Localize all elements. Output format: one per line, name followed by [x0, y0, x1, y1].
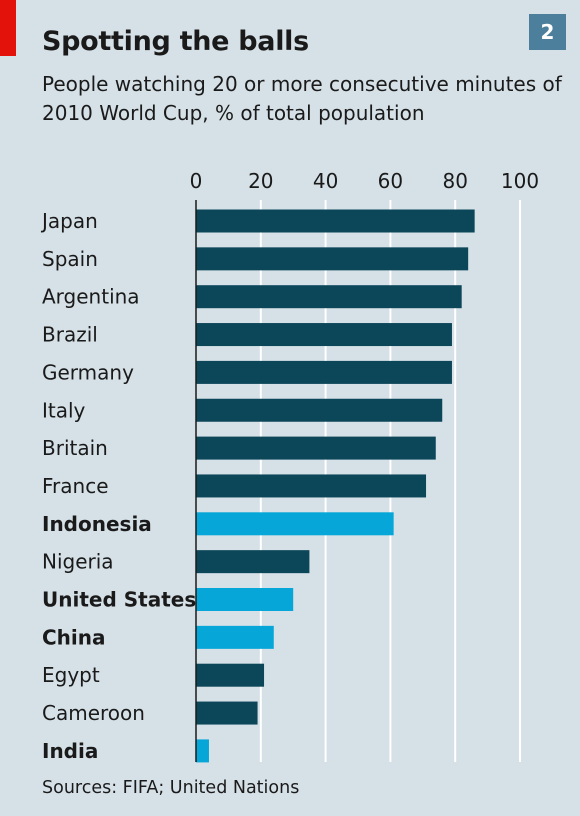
category-label: Spain: [42, 247, 98, 271]
category-label: Cameroon: [42, 701, 145, 725]
category-label: China: [42, 625, 106, 649]
bar-nigeria: [196, 550, 310, 574]
accent-tab: [0, 0, 16, 56]
category-label: France: [42, 474, 109, 498]
category-label: Japan: [40, 209, 98, 233]
bar-indonesia: [196, 512, 394, 536]
category-label: India: [42, 739, 98, 763]
category-label: Italy: [42, 398, 86, 422]
x-tick-label: 60: [378, 169, 403, 193]
bar-egypt: [196, 663, 265, 687]
category-label: Argentina: [42, 285, 140, 309]
category-label: Brazil: [42, 323, 98, 347]
bar-japan: [196, 209, 475, 233]
bar-germany: [196, 360, 452, 384]
category-label: United States: [42, 588, 196, 612]
category-label: Germany: [42, 360, 134, 384]
x-tick-label: 80: [442, 169, 467, 193]
category-label: Nigeria: [42, 550, 114, 574]
bar-britain: [196, 436, 436, 460]
category-label: Indonesia: [42, 512, 152, 536]
bar-india: [196, 739, 209, 763]
source-note: Sources: FIFA; United Nations: [42, 778, 300, 798]
bar-spain: [196, 247, 469, 271]
x-tick-label: 100: [501, 169, 539, 193]
bar-cameroon: [196, 701, 258, 725]
chart-number-badge: 2: [529, 14, 566, 50]
category-labels: Japan Spain Argentina Brazil Germany Italy Bri…: [40, 209, 196, 763]
bar-brazil: [196, 323, 452, 347]
bar-united-states: [196, 588, 294, 611]
category-label: Egypt: [42, 663, 100, 687]
axis: 0 20 40 60 80 100: [190, 169, 539, 762]
x-tick-label: 20: [248, 169, 273, 193]
bar-france: [196, 474, 427, 498]
bars: [196, 209, 475, 763]
x-tick-label: 40: [313, 169, 338, 193]
x-tick-label: 0: [190, 169, 203, 193]
category-label: Britain: [42, 436, 108, 460]
chart-subtitle: People watching 20 or more consecutive m…: [42, 72, 562, 125]
bar-italy: [196, 398, 443, 422]
bar-china: [196, 625, 274, 649]
bar-argentina: [196, 285, 462, 309]
chart-title: Spotting the balls: [42, 26, 309, 57]
